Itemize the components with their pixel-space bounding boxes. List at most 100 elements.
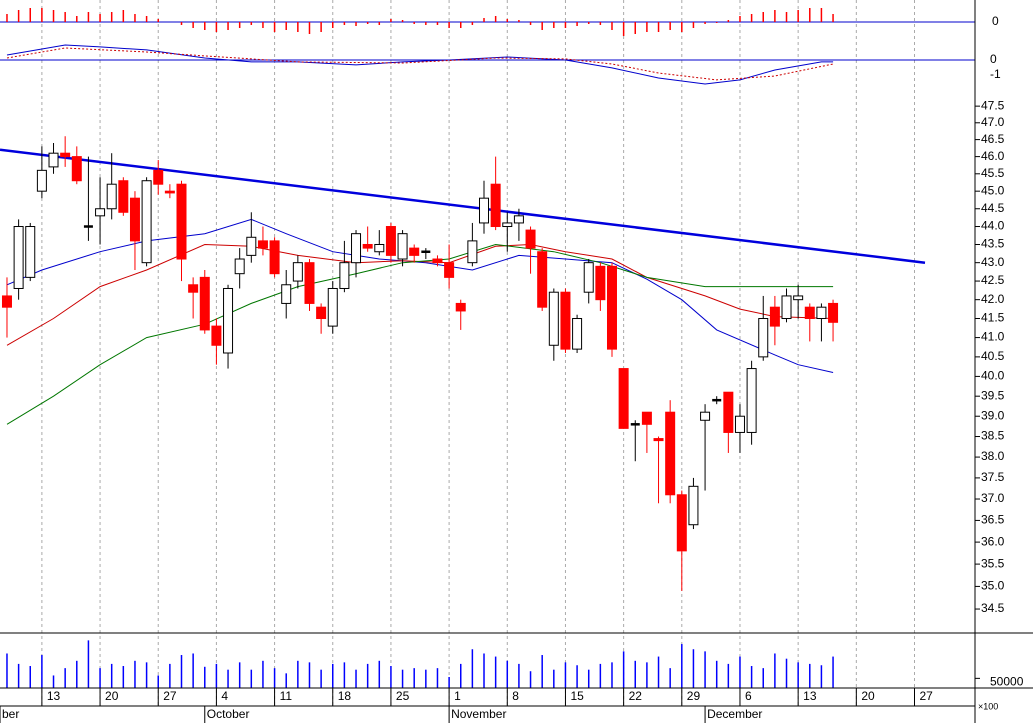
x-tick-label: 15 — [570, 689, 584, 703]
x-tick-label: 6 — [745, 689, 752, 703]
y-tick-label: 44.0 — [981, 219, 1005, 233]
y-tick-label: 45.0 — [981, 183, 1005, 197]
candle-body — [118, 180, 129, 213]
y-tick-label: 41.5 — [981, 311, 1005, 325]
x-tick-label: 22 — [629, 689, 643, 703]
candle-body — [13, 226, 24, 289]
x-tick-label: 27 — [919, 689, 933, 703]
candle-body — [257, 240, 268, 249]
y-tick-label: 47.0 — [981, 115, 1005, 129]
candle-body — [351, 233, 362, 264]
candle-body — [223, 287, 234, 354]
x-tick-label: 1 — [454, 689, 461, 703]
candle-body — [188, 284, 199, 293]
candle-body — [339, 262, 350, 289]
x-tick-label: 25 — [396, 689, 410, 703]
candle-body — [804, 306, 815, 320]
volume-unit: ×100 — [978, 701, 998, 711]
candle-body — [36, 169, 47, 192]
candle-body — [199, 276, 210, 331]
candle-body — [362, 243, 373, 249]
y-tick-label: 43.5 — [981, 237, 1005, 251]
candle-body — [164, 190, 175, 194]
y-tick-label: 46.5 — [981, 132, 1005, 146]
candle-body — [374, 243, 385, 253]
candle-body — [479, 197, 490, 224]
y-tick-label: 36.5 — [981, 513, 1005, 527]
candle-body — [385, 226, 396, 256]
y-tick-label: 37.0 — [981, 491, 1005, 505]
candle-body — [700, 411, 711, 421]
candle-body — [734, 415, 745, 433]
x-tick-label: 4 — [221, 689, 228, 703]
month-label: November — [451, 707, 506, 721]
macd-tick-label: -1 — [990, 67, 1001, 81]
candle-body — [676, 494, 687, 552]
hist-tick-label: 0 — [992, 14, 999, 28]
candle-body — [141, 180, 152, 264]
candle-body — [502, 222, 513, 228]
candle-body — [292, 262, 303, 282]
month-label: December — [707, 707, 762, 721]
candle-body — [234, 258, 245, 275]
x-tick-label: 20 — [861, 689, 875, 703]
candle-body — [397, 233, 408, 260]
candle-body — [25, 226, 36, 278]
candle-body — [153, 169, 164, 185]
y-tick-label: 45.5 — [981, 166, 1005, 180]
y-tick-label: 40.0 — [981, 369, 1005, 383]
volume-tick-label: 50000 — [990, 675, 1024, 689]
candle-body — [537, 251, 548, 308]
candle-body — [106, 183, 117, 210]
candle-body — [455, 302, 466, 312]
candle-body — [432, 258, 443, 264]
candle-body — [583, 262, 594, 293]
candle-body — [71, 156, 82, 182]
y-tick-label: 38.5 — [981, 429, 1005, 443]
y-tick-label: 38.0 — [981, 449, 1005, 463]
candle-body — [781, 295, 792, 320]
candle-body — [246, 236, 257, 256]
x-tick-label: 29 — [687, 689, 701, 703]
y-tick-label: 41.0 — [981, 330, 1005, 344]
candle-body — [467, 240, 478, 264]
y-tick-label: 39.0 — [981, 408, 1005, 422]
candle-body — [129, 197, 140, 242]
x-tick-label: 13 — [803, 689, 817, 703]
candle-body — [828, 302, 839, 323]
x-tick-label: 20 — [105, 689, 119, 703]
candle-body — [525, 229, 536, 249]
candle-body — [269, 240, 280, 275]
y-tick-label: 34.5 — [981, 601, 1005, 615]
y-tick-label: 37.5 — [981, 470, 1005, 484]
candle-body — [665, 411, 676, 496]
candle-body — [606, 265, 617, 350]
y-tick-label: 44.5 — [981, 201, 1005, 215]
y-tick-label: 35.5 — [981, 556, 1005, 570]
x-tick-label: 18 — [338, 689, 352, 703]
candle-body — [653, 438, 664, 442]
candle-body — [48, 152, 59, 168]
candle-body — [327, 287, 338, 327]
candle-body — [444, 262, 455, 278]
candle-body — [641, 411, 652, 425]
grid-layer — [0, 0, 975, 706]
macd-tick-label: 0 — [990, 52, 997, 66]
candle-body — [560, 291, 571, 350]
moving-average — [6, 243, 834, 425]
candle-body — [409, 247, 420, 256]
candle-body — [572, 318, 583, 350]
candle-body — [769, 306, 780, 327]
candle-body — [1, 295, 12, 308]
candle-body — [793, 295, 804, 301]
candle-body — [95, 208, 106, 217]
y-tick-label: 39.5 — [981, 388, 1005, 402]
y-tick-label: 43.0 — [981, 255, 1005, 269]
y-tick-label: 42.5 — [981, 273, 1005, 287]
candle-body — [490, 183, 501, 228]
candle-body — [618, 368, 629, 429]
candle-body — [60, 152, 71, 158]
y-tick-label: 42.0 — [981, 292, 1005, 306]
